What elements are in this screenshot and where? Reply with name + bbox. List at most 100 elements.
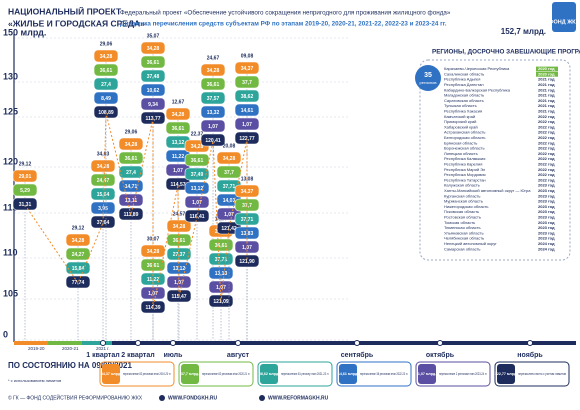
pill-value: 34,28 [97,164,110,170]
column-date: 35,07 [147,33,160,39]
x-tick [527,340,533,346]
pill [140,83,166,97]
year-highlight [536,71,558,77]
region-year: 2022 год [538,177,555,182]
site: WWW.REFORMAGKH.RU [268,395,329,401]
pill-value: 13,12 [172,140,185,146]
pill [140,97,166,111]
total: 152,7 млрд. [501,27,546,36]
pill-value: 13,12 [191,186,204,192]
legend-swatch [497,364,515,384]
region-name: Камчатский край [444,114,475,119]
y-label: 120 [3,156,18,166]
region-name: Хабаровский край [444,124,478,129]
legend-value: 14,61 млрд. [338,372,358,376]
column-date: 24,57 [173,211,186,217]
legend-frame [99,361,175,387]
region-name: Ханты-Мансийский автономный округ — Югра [444,188,531,193]
pill [93,77,119,91]
region-year: 2023 год [538,225,555,230]
pill-value: 37,7 [242,80,252,86]
region-name: Нижегородская область [444,204,488,209]
pill [93,49,119,63]
pill-value: 34,28 [207,68,220,74]
pill [118,165,144,179]
pill [140,41,166,55]
pill [234,75,260,89]
pill-value: 34,28 [125,142,138,148]
pill-value: 36,61 [100,68,113,74]
pill-value: 34,28 [173,224,186,230]
x-label: август [227,352,250,359]
region-year: 2022 год [538,167,555,172]
pill [208,252,234,266]
legend-frame [257,361,333,387]
legend-value: 38,62 млрд. [259,372,279,376]
pill-value: 9,34 [148,102,158,108]
region-year: 2021 год [538,98,555,103]
column-date: 29,12 [72,225,85,231]
pill-value: 13,32 [207,110,220,116]
y-label: 110 [3,247,18,257]
pill [90,173,116,187]
status: ПО СОСТОЯНИЮ НА 09/08/2021 [8,361,132,370]
legend-frame [494,361,570,387]
region-name: Республика Татарстан [444,177,486,182]
pill [118,151,144,165]
project: НАЦИОНАЛЬНЫЙ ПРОЕКТ [8,5,122,16]
region-name: Республика Адыгея [444,77,480,82]
pill-value: 36,61 [215,243,228,249]
column-date: 12,67 [172,99,185,105]
legend-frame [336,361,412,387]
region-year: 2022 год [538,161,555,166]
pill [234,61,260,75]
pill [165,121,191,135]
chart-area: 150 млрд. 130 125 120 115 110 105 0 2019-20 2020-… [3,27,576,359]
x-tick [135,340,141,346]
pill [12,197,38,211]
x-label: июль [164,352,184,359]
x-label: 1 квартал [86,352,119,359]
legend-frame [178,361,254,387]
pill [234,117,260,131]
pill [165,107,191,121]
pill-value: 1,07 [173,168,183,174]
region-year: 2021 год [538,82,555,87]
region-name: Воронежская область [444,146,485,151]
stage-label: 2021 г. [96,346,110,351]
region-name: Приморский край [444,119,476,124]
count-circle [415,65,441,91]
pill-value: 36,61 [207,82,220,88]
region-name: Брянская область [444,140,477,145]
pill-value: 34,28 [72,238,85,244]
column-date: 24,67 [207,55,220,61]
column-date: 09,08 [241,53,254,59]
pill-value: 37,48 [147,74,160,80]
region-name: Сахалинская область [444,71,484,76]
x-label: ноябрь [517,351,543,359]
region-name: Республика Марий Эл [444,167,486,172]
x-tick [354,340,360,346]
pill [140,69,166,83]
region-name: Республика Калмыкия [444,156,485,161]
region-name: Тульская область [444,103,477,108]
pill-value: 1,07 [216,285,226,291]
legend-value: 1,07 млрд. [418,372,436,376]
pill-value: 36,61 [147,60,160,66]
region-year: 2021 год [538,108,555,113]
pill-value: 27,4 [101,82,111,88]
region-name: Челябинская область [444,236,484,241]
pill-value: 36,61 [173,238,186,244]
region-year: 2023 год [538,236,555,241]
region-name: Республика Мордовия [444,172,486,177]
region-year: 2020 год [538,71,555,76]
pill-value: 111,89 [124,212,139,218]
region-name: Мурманская область [444,199,483,204]
region-year: 2021 год [538,103,555,108]
stage-band [82,341,112,345]
legend-text: перечислено всего с учетом лимитов [518,372,566,376]
region-name: Ростовская область [444,214,481,219]
column-date: 29,06 [100,41,113,47]
region-name: Саратовская область [444,98,484,103]
timeline [14,341,576,345]
